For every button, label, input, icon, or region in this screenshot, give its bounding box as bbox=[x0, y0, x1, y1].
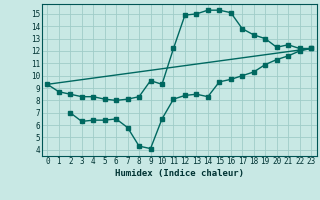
X-axis label: Humidex (Indice chaleur): Humidex (Indice chaleur) bbox=[115, 169, 244, 178]
